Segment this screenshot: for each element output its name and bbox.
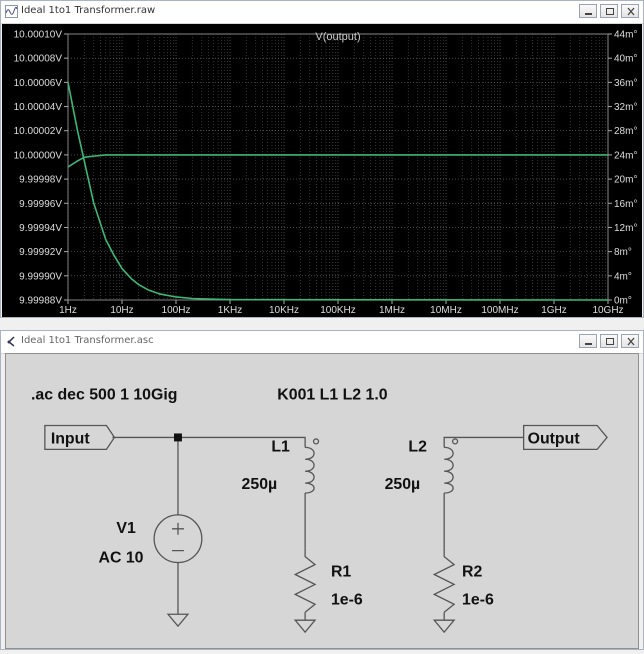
plot-window: Ideal 1to1 Transformer.raw 10.00010V 44m°… bbox=[0, 0, 644, 318]
y-tick-label: 10.00004V bbox=[14, 102, 63, 113]
minimize-icon bbox=[585, 343, 592, 345]
y-right-tick-label: 36m° bbox=[614, 78, 637, 89]
y-tick-label: 10.00000V bbox=[14, 150, 63, 161]
restore-icon bbox=[606, 338, 614, 345]
x-tick-label: 1KHz bbox=[218, 305, 242, 316]
output-wire[interactable] bbox=[443, 436, 524, 448]
schematic-icon bbox=[7, 336, 15, 347]
y-right-tick-label: 32m° bbox=[614, 102, 637, 113]
x-tick-label: 100KHz bbox=[320, 305, 356, 316]
close-button[interactable] bbox=[621, 4, 639, 18]
y-tick-label: 9.99990V bbox=[19, 271, 62, 282]
minimize-button[interactable] bbox=[579, 334, 597, 348]
y-tick-label: 9.99992V bbox=[19, 247, 62, 258]
y-right-tick-label: 16m° bbox=[614, 199, 637, 210]
close-button[interactable] bbox=[621, 334, 639, 348]
inductor-l2[interactable] bbox=[444, 438, 459, 494]
restore-button[interactable] bbox=[600, 4, 618, 18]
y-right-tick-label: 20m° bbox=[614, 175, 637, 186]
y-right-tick-label: 8m° bbox=[614, 247, 632, 258]
y-tick-label: 9.99988V bbox=[19, 296, 62, 307]
coupling-directive[interactable]: K001 L1 L2 1.0 bbox=[277, 387, 387, 404]
y-right-tick-label: 4m° bbox=[614, 271, 632, 282]
schematic-canvas[interactable]: Input Output .ac dec 500 1 10Gig K001 L1… bbox=[5, 353, 639, 649]
l1-value[interactable]: 250µ bbox=[242, 476, 278, 493]
x-tick-label: 10KHz bbox=[269, 305, 299, 316]
x-tick-label: 100Hz bbox=[162, 305, 191, 316]
waveform-icon bbox=[5, 5, 18, 18]
resistor-r2[interactable] bbox=[432, 548, 456, 613]
r2-value[interactable]: 1e-6 bbox=[462, 591, 494, 608]
y-right-tick-label: 0m° bbox=[614, 296, 632, 307]
input-net-label[interactable]: Input bbox=[51, 430, 91, 447]
y-tick-label: 10.00006V bbox=[14, 78, 63, 89]
waveform-plot[interactable]: 10.00010V 44m° 10.00008V 40m° 10.00006V 36m° 1… bbox=[2, 24, 642, 317]
y-tick-label: 9.99996V bbox=[19, 199, 62, 210]
close-icon bbox=[627, 337, 635, 346]
output-net-flag[interactable] bbox=[522, 424, 608, 450]
y-right-tick-label: 28m° bbox=[614, 126, 637, 137]
plot-window-title: Ideal 1to1 Transformer.raw bbox=[21, 5, 156, 16]
y-tick-label: 10.00008V bbox=[14, 54, 63, 65]
restore-icon bbox=[606, 8, 614, 15]
schematic-window-titlebar[interactable]: Ideal 1to1 Transformer.asc bbox=[1, 331, 643, 354]
restore-button[interactable] bbox=[600, 334, 618, 348]
junction-dot bbox=[174, 433, 182, 442]
ac-directive[interactable]: .ac dec 500 1 10Gig bbox=[31, 387, 178, 404]
r1-value[interactable]: 1e-6 bbox=[331, 591, 363, 608]
y-right-tick-label: 44m° bbox=[614, 30, 637, 41]
ground-v1[interactable] bbox=[166, 613, 190, 628]
x-tick-label: 1MHz bbox=[379, 305, 405, 316]
x-tick-label: 1GHz bbox=[541, 305, 567, 316]
y-tick-label: 9.99994V bbox=[19, 223, 62, 234]
magnitude-trace[interactable] bbox=[67, 154, 608, 168]
r1-name[interactable]: R1 bbox=[331, 563, 351, 580]
output-net-label[interactable]: Output bbox=[528, 430, 581, 447]
input-net-flag[interactable] bbox=[44, 424, 116, 450]
x-tick-label: 1Hz bbox=[59, 305, 77, 316]
l2-value[interactable]: 250µ bbox=[385, 476, 421, 493]
close-icon bbox=[627, 7, 635, 16]
schematic-window: Ideal 1to1 Transformer.asc Input bbox=[0, 330, 644, 650]
y-tick-label: 10.00002V bbox=[14, 126, 63, 137]
schematic-window-title: Ideal 1to1 Transformer.asc bbox=[21, 335, 154, 346]
ground-r2[interactable] bbox=[432, 619, 456, 634]
x-tick-label: 10Hz bbox=[110, 305, 133, 316]
r2-name[interactable]: R2 bbox=[462, 563, 482, 580]
y-right-tick-label: 12m° bbox=[614, 223, 637, 234]
l2-name[interactable]: L2 bbox=[408, 438, 427, 455]
l1-name[interactable]: L1 bbox=[271, 438, 290, 455]
y-tick-label: 9.99998V bbox=[19, 175, 62, 186]
y-right-tick-label: 24m° bbox=[614, 150, 637, 161]
x-tick-label: 10GHz bbox=[592, 305, 623, 316]
x-tick-label: 100MHz bbox=[481, 305, 518, 316]
inductor-l1[interactable] bbox=[305, 438, 320, 494]
x-tick-label: 10MHz bbox=[430, 305, 462, 316]
trace-label[interactable]: V(output) bbox=[315, 31, 360, 43]
y-right-tick-label: 40m° bbox=[614, 54, 637, 65]
plot-window-titlebar[interactable]: Ideal 1to1 Transformer.raw bbox=[1, 1, 643, 24]
minimize-button[interactable] bbox=[579, 4, 597, 18]
v1-name[interactable]: V1 bbox=[116, 520, 136, 537]
ground-r1[interactable] bbox=[293, 619, 317, 634]
voltage-source-v1[interactable] bbox=[153, 514, 203, 564]
minimize-icon bbox=[585, 13, 592, 15]
resistor-r1[interactable] bbox=[293, 548, 317, 613]
y-tick-label: 10.00010V bbox=[14, 30, 63, 41]
phase-trace[interactable] bbox=[67, 82, 609, 301]
v1-value[interactable]: AC 10 bbox=[99, 550, 144, 567]
